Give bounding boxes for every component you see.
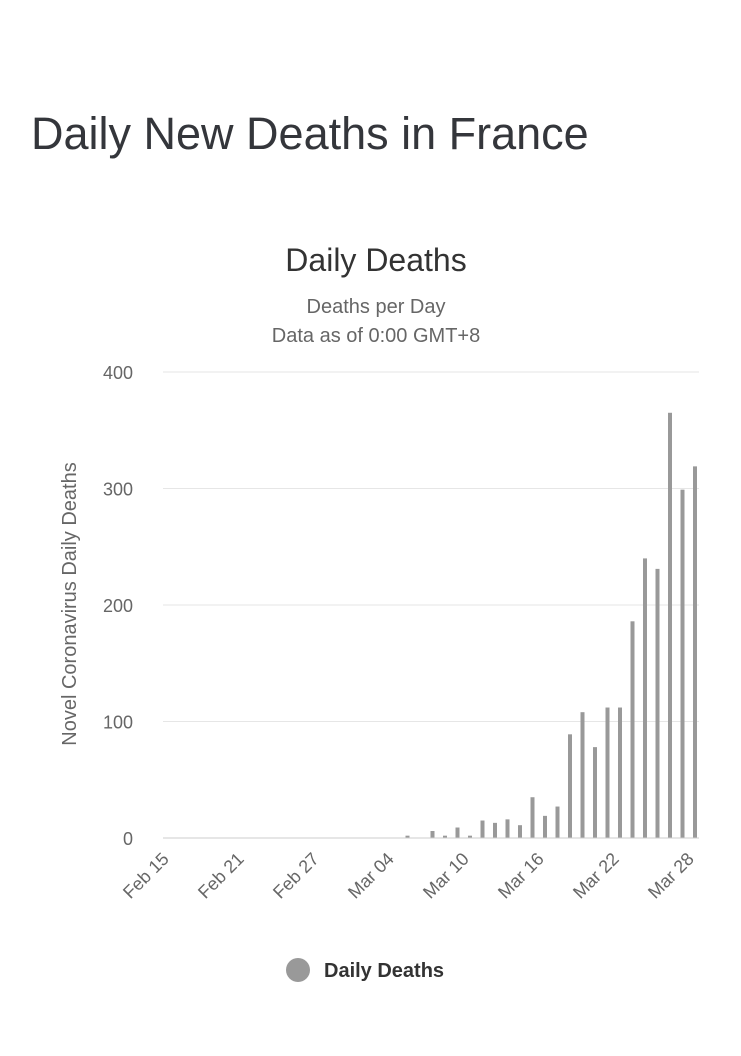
bar[interactable] [405,835,410,838]
bar[interactable] [568,734,572,838]
y-axis-ticks: 0 100 200 300 400 [103,363,133,849]
bar[interactable] [480,820,485,838]
legend-marker-icon [286,958,310,982]
y-tick-label: 0 [123,829,133,849]
bar[interactable] [455,827,460,838]
gridlines [163,371,699,722]
bars [405,412,697,838]
bar[interactable] [668,412,672,838]
daily-deaths-chart: Daily Deaths Deaths per Day Data as of 0… [59,242,699,982]
bar[interactable] [680,489,685,838]
bar[interactable] [643,558,647,838]
bar[interactable] [543,815,547,838]
y-tick-label: 200 [103,596,133,616]
x-axis-ticks: Feb 15 Feb 21 Feb 27 Mar 04 Mar 10 Mar 16 Mar … [119,849,698,903]
chart-subtitle-line-2: Data as of 0:00 GMT+8 [272,325,480,347]
bar[interactable] [493,822,497,838]
bar[interactable] [430,831,435,838]
chart-subtitle-line-1: Deaths per Day [307,296,446,318]
bar[interactable] [443,835,447,838]
bar[interactable] [618,707,622,838]
y-tick-label: 100 [103,713,133,733]
x-tick-label: Mar 22 [569,849,623,903]
x-tick-label: Feb 15 [119,849,173,903]
chart-title: Daily Deaths [285,242,466,278]
bar[interactable] [693,466,697,838]
x-tick-label: Mar 16 [494,849,548,903]
legend-label[interactable]: Daily Deaths [324,960,444,982]
y-axis-title: Novel Coronavirus Daily Deaths [59,462,81,745]
bar[interactable] [530,797,535,838]
bar[interactable] [518,825,522,838]
x-tick-label: Mar 10 [419,849,473,903]
x-tick-label: Mar 04 [344,849,398,903]
y-tick-label: 400 [103,363,133,383]
x-tick-label: Mar 28 [644,849,698,903]
bar[interactable] [655,568,660,838]
bar[interactable] [630,621,635,838]
legend[interactable]: Daily Deaths [286,958,444,982]
bar[interactable] [555,806,560,838]
x-tick-label: Feb 21 [194,849,248,903]
bar[interactable] [505,819,510,838]
bar[interactable] [468,835,472,838]
x-tick-label: Feb 27 [269,849,323,903]
bar[interactable] [580,712,585,838]
page-title: Daily New Deaths in France [31,108,589,159]
y-tick-label: 300 [103,480,133,500]
bar[interactable] [593,747,597,838]
bar[interactable] [605,707,610,838]
